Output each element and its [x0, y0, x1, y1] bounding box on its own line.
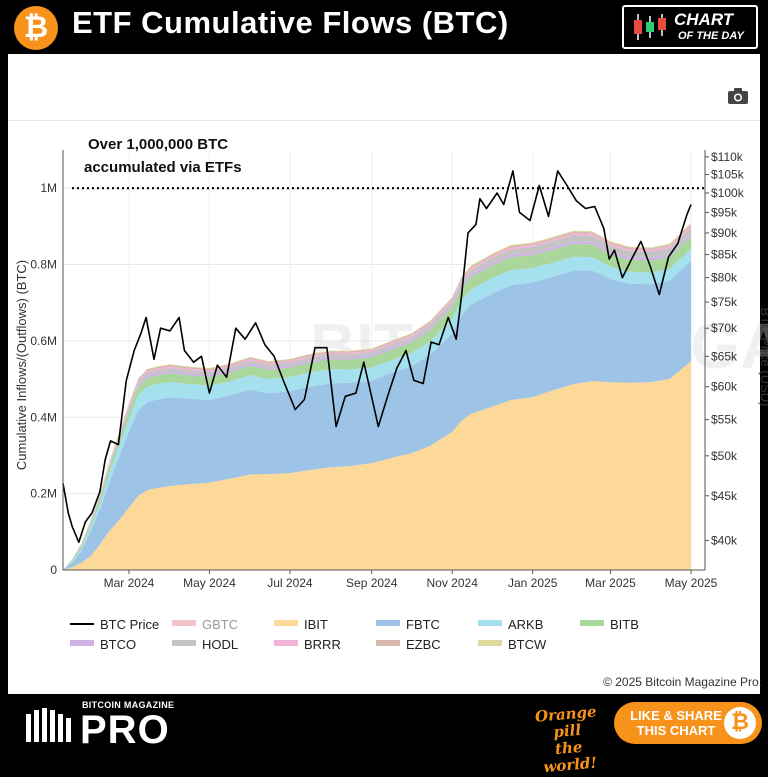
badge-line-1: CHART: [674, 10, 734, 29]
y-tick-label: 0.8M: [30, 258, 57, 272]
footer-brand-main: PRO: [80, 708, 170, 752]
legend-swatch: [376, 640, 400, 646]
x-tick-label: Nov 2024: [427, 576, 479, 590]
legend-label: GBTC: [202, 617, 238, 632]
cta-line-2: THIS CHART: [636, 723, 716, 738]
legend-label: BTC Price: [100, 617, 159, 632]
legend-swatch: [172, 620, 196, 626]
legend-swatch: [274, 640, 298, 646]
header: ₿ ETF Cumulative Flows (BTC) CHART OF TH…: [0, 0, 768, 54]
x-tick-label: Sep 2024: [346, 576, 398, 590]
y2-axis-label: BTC Price (USD): [758, 308, 768, 407]
btc-price-path: [62, 170, 692, 544]
camera-icon[interactable]: [728, 88, 748, 104]
area-fbtc: [63, 260, 691, 570]
y2-tick-label: $70k: [711, 321, 738, 335]
footer-brand-top: BITCOIN MAGAZINE: [82, 700, 175, 710]
y-tick-label: 0.2M: [30, 487, 57, 501]
tagline-line-1: Orange pill: [534, 702, 598, 742]
x-tick-label: May 2025: [665, 576, 718, 590]
y2-tick-label: $85k: [711, 248, 738, 262]
bitcoin-logo-icon: ₿: [14, 6, 58, 50]
legend-label: BTCW: [508, 637, 547, 652]
annotation-line-1: Over 1,000,000 BTC: [88, 136, 228, 153]
annotation-line-2: accumulated via ETFs: [84, 159, 242, 176]
y-tick-label: 0: [50, 563, 57, 577]
y2-tick-label: $75k: [711, 295, 738, 309]
tagline-line-2: the world!: [542, 737, 598, 777]
legend-label: HODL: [202, 637, 238, 652]
cta-line-1: LIKE & SHARE: [630, 708, 722, 723]
x-tick-label: Mar 2024: [104, 576, 155, 590]
legend-label: BTCO: [100, 637, 136, 652]
copyright: © 2025 Bitcoin Magazine Pro.: [603, 675, 762, 689]
y-tick-label: 0.6M: [30, 334, 57, 348]
share-button-label: LIKE & SHARE THIS CHART: [630, 708, 722, 738]
area-ibit: [63, 361, 691, 570]
legend-label: IBIT: [304, 617, 328, 632]
btc-price-line: [62, 170, 692, 544]
page-title: ETF Cumulative Flows (BTC): [72, 5, 509, 40]
y2-tick-label: $50k: [711, 449, 738, 463]
bitcoin-coin-icon: ₿: [724, 707, 756, 739]
legend-label: BRRR: [304, 637, 341, 652]
y2-tick-label: $100k: [711, 186, 745, 200]
etf-flows-chart: BITCOIN MAGAZINE PRO 00.2M0.4M0.6M0.8M1M…: [14, 136, 768, 689]
legend-label: FBTC: [406, 617, 440, 632]
legend-label: EZBC: [406, 637, 441, 652]
footer-tagline: Orange pill the world!: [525, 702, 611, 777]
y2-tick-label: $95k: [711, 205, 738, 219]
y2-tick-label: $45k: [711, 489, 738, 503]
y2-tick-label: $60k: [711, 380, 738, 394]
area-arkb: [63, 248, 691, 570]
chart-of-the-day-badge: CHART OF THE DAY: [622, 5, 758, 49]
axes: 0 0.2M 0.4M 0.6M 0.8M 1M $40k $45k $50k $55k $60k $…: [30, 150, 744, 590]
legend-swatch: [274, 620, 298, 626]
x-tick-label: Mar 2025: [585, 576, 636, 590]
legend-label: BITB: [610, 617, 639, 632]
bm-pro-bars-icon: [26, 708, 71, 742]
y2-tick-label: $55k: [711, 413, 738, 427]
y2-tick-label: $110k: [711, 150, 744, 164]
x-tick-label: Jul 2024: [267, 576, 313, 590]
legend: BTC Price GBTC IBIT FBTC ARKB BITB BTCO HODL BRR…: [70, 617, 639, 652]
y-axis-label: Cumulative Inflows/(Outflows) (BTC): [14, 260, 29, 470]
legend-swatch: [376, 620, 400, 626]
badge-line-2: OF THE DAY: [678, 30, 744, 42]
y-tick-label: 0.4M: [30, 410, 57, 424]
legend-swatch: [478, 620, 502, 626]
area-bitb: [63, 236, 691, 570]
y2-tick-label: $65k: [711, 349, 738, 363]
candlestick-icon: [634, 14, 666, 40]
y2-tick-label: $90k: [711, 226, 738, 240]
y2-tick-label: $80k: [711, 271, 738, 285]
x-tick-label: May 2024: [183, 576, 236, 590]
legend-label: ARKB: [508, 617, 543, 632]
like-share-button[interactable]: LIKE & SHARE THIS CHART ₿: [614, 702, 762, 744]
chart-toolbar: [8, 54, 760, 121]
x-tick-label: Jan 2025: [508, 576, 558, 590]
legend-swatch: [580, 620, 604, 626]
y2-tick-label: $40k: [711, 533, 738, 547]
legend-swatch: [478, 640, 502, 646]
legend-swatch: [70, 640, 94, 646]
legend-swatch: [172, 640, 196, 646]
stacked-areas: [63, 222, 691, 571]
y2-tick-label: $105k: [711, 167, 745, 181]
y-tick-label: 1M: [40, 181, 57, 195]
